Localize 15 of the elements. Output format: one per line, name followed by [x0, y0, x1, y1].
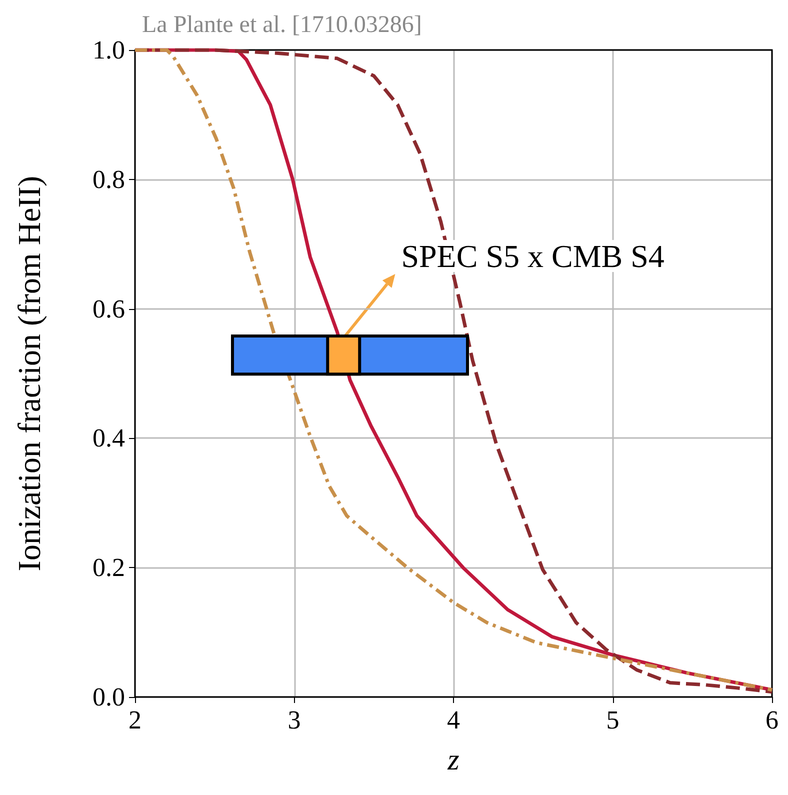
x-tick-label: 6 — [766, 706, 778, 734]
y-tick-label: 1.0 — [92, 36, 125, 64]
y-tick-label: 0.2 — [92, 553, 125, 582]
chart-title: La Plante et al. [1710.03286] — [142, 12, 422, 38]
y-tick-label: 0.0 — [92, 682, 125, 712]
annotation: SPEC S5 x CMB S4 — [401, 238, 664, 274]
x-tick-label: 5 — [606, 706, 620, 734]
y-tick-label: 0.4 — [92, 424, 125, 453]
x-tick-label: 3 — [288, 706, 301, 734]
y-tick-label: 0.8 — [92, 164, 125, 194]
x-tick-label: 4 — [447, 706, 460, 734]
x-tick-label: 2 — [128, 706, 142, 734]
y-axis-title: Ionization fraction (from HeII) — [11, 176, 47, 572]
x-axis-title: z — [446, 744, 460, 776]
y-tick-label: 0.6 — [92, 294, 125, 324]
